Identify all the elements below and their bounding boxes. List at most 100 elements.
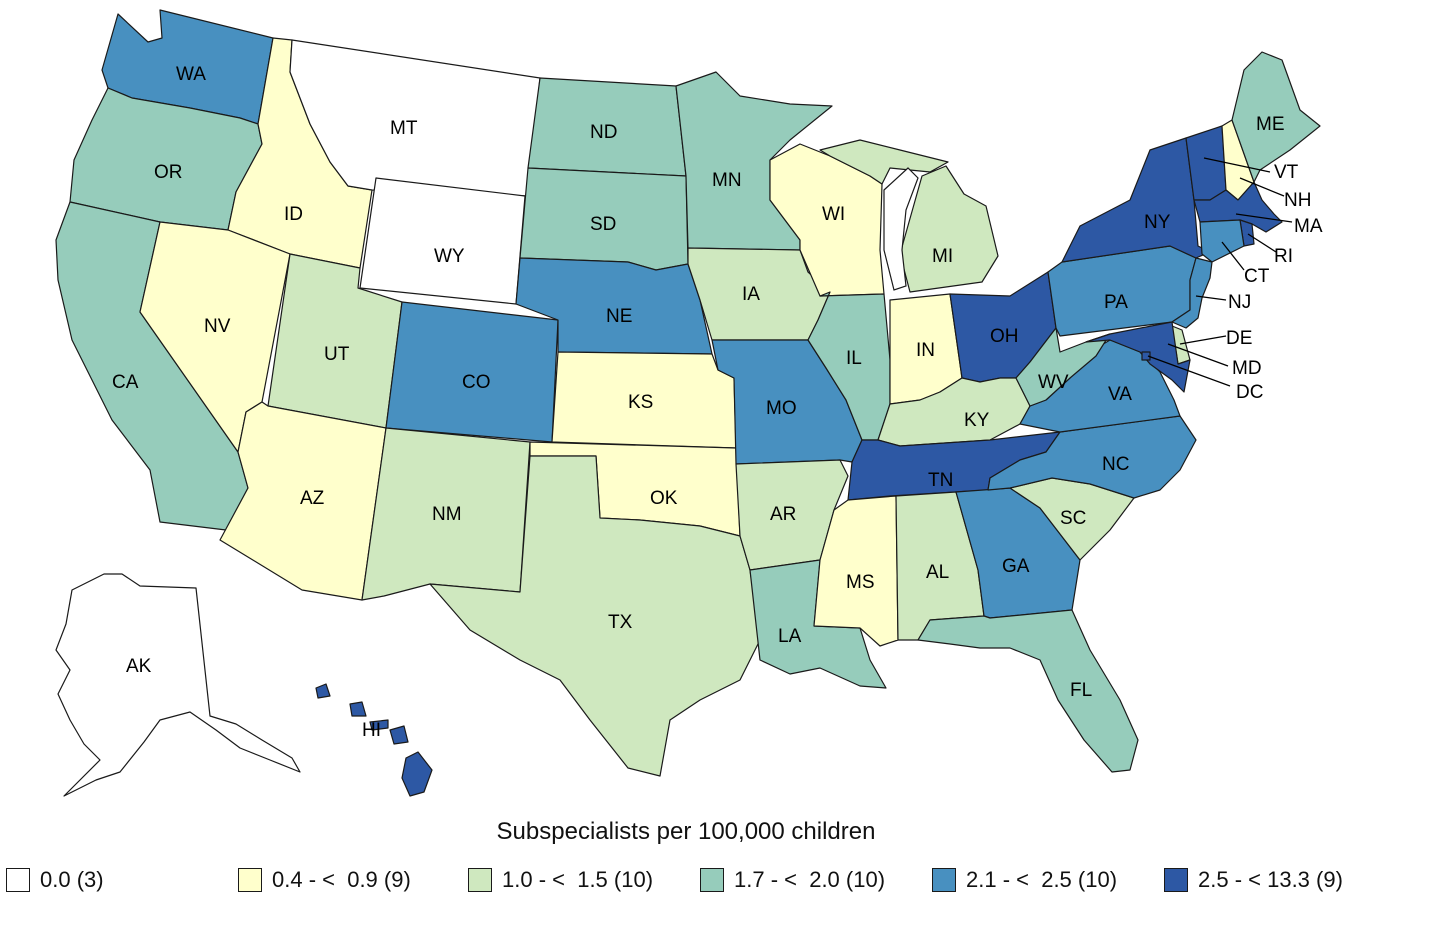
label-AL: AL — [926, 562, 949, 583]
label-AK: AK — [126, 656, 152, 677]
legend-label: 0.0 (3) — [40, 867, 104, 892]
legend-swatch — [700, 868, 724, 892]
label-NY: NY — [1144, 212, 1171, 233]
state-WY[interactable] — [359, 177, 526, 305]
label-ME: ME — [1256, 114, 1285, 135]
leader-MD — [1167, 343, 1229, 367]
label-WI: WI — [822, 204, 845, 225]
label-RI: RI — [1274, 246, 1293, 267]
label-UT: UT — [324, 344, 350, 365]
legend-item-2: 1.0 - < 1.5 (10) — [468, 862, 653, 898]
label-NM: NM — [432, 504, 462, 525]
label-MN: MN — [712, 170, 742, 191]
lake-michigan — [883, 167, 919, 291]
label-GA: GA — [1002, 556, 1030, 577]
legend-item-5: 2.5 - < 13.3 (9) — [1164, 862, 1343, 898]
state-ME[interactable] — [1231, 51, 1321, 183]
label-SD: SD — [590, 214, 616, 235]
state-TX[interactable] — [429, 455, 761, 777]
legend-swatch — [6, 868, 30, 892]
legend-label: 2.1 - < 2.5 (10) — [966, 867, 1118, 892]
legend-item-4: 2.1 - < 2.5 (10) — [932, 862, 1117, 898]
label-DC: DC — [1236, 382, 1263, 403]
label-OH: OH — [990, 326, 1019, 347]
leader-VT — [1203, 157, 1271, 173]
state-MD[interactable] — [1085, 321, 1191, 393]
leader-DC — [1147, 355, 1231, 387]
legend-item-1: 0.4 - < 0.9 (9) — [238, 862, 411, 898]
state-HI-molokai[interactable] — [369, 719, 389, 731]
label-NH: NH — [1284, 190, 1311, 211]
state-IL[interactable] — [807, 291, 891, 441]
label-KS: KS — [628, 392, 653, 413]
legend-label: 1.0 - < 1.5 (10) — [502, 867, 654, 892]
label-CA: CA — [112, 372, 139, 393]
state-HI[interactable] — [401, 751, 433, 797]
state-NJ[interactable] — [1171, 257, 1213, 329]
state-AK[interactable] — [55, 573, 301, 797]
leader-MA — [1235, 213, 1293, 223]
legend-swatch — [238, 868, 262, 892]
label-HI: HI — [362, 720, 381, 741]
label-CT: CT — [1244, 266, 1270, 287]
label-MD: MD — [1232, 358, 1262, 379]
label-MS: MS — [846, 572, 875, 593]
label-NC: NC — [1102, 454, 1129, 475]
legend: 0.0 (3) 0.4 - < 0.9 (9) 1.0 - < 1.5 (10)… — [0, 862, 1436, 898]
leader-NJ — [1195, 295, 1227, 301]
label-SC: SC — [1060, 508, 1086, 529]
leader-RI — [1247, 233, 1277, 253]
state-HI-group — [315, 683, 433, 797]
label-PA: PA — [1104, 292, 1128, 313]
leader-DE — [1179, 335, 1227, 345]
label-IA: IA — [742, 284, 760, 305]
legend-label: 0.4 - < 0.9 (9) — [272, 867, 411, 892]
label-KY: KY — [964, 410, 990, 431]
label-MI: MI — [932, 246, 953, 267]
state-FL[interactable] — [917, 609, 1139, 773]
legend-label: 1.7 - < 2.0 (10) — [734, 867, 886, 892]
label-IL: IL — [846, 348, 862, 369]
legend-swatch — [932, 868, 956, 892]
label-ND: ND — [590, 122, 617, 143]
label-MO: MO — [766, 398, 797, 419]
state-CT[interactable] — [1199, 219, 1245, 263]
label-TX: TX — [608, 612, 633, 633]
label-AZ: AZ — [300, 488, 325, 509]
label-VA: VA — [1108, 384, 1132, 405]
label-VT: VT — [1274, 162, 1299, 183]
legend-swatch — [1164, 868, 1188, 892]
legend-item-3: 1.7 - < 2.0 (10) — [700, 862, 885, 898]
state-HI-maui[interactable] — [389, 725, 409, 745]
label-OK: OK — [650, 488, 678, 509]
label-DE: DE — [1226, 328, 1252, 349]
legend-swatch — [468, 868, 492, 892]
legend-title: Subspecialists per 100,000 children — [496, 818, 876, 845]
leader-NH — [1239, 177, 1285, 197]
label-NJ: NJ — [1228, 292, 1251, 313]
label-ID: ID — [284, 204, 303, 225]
state-DC[interactable] — [1141, 351, 1151, 361]
state-NC[interactable] — [987, 415, 1197, 499]
us-choropleth-map: WA OR CA ID NV MT WY UT AZ CO NM ND SD N… — [55, 9, 1323, 797]
label-WA: WA — [176, 64, 206, 85]
label-IN: IN — [916, 340, 935, 361]
legend-item-0: 0.0 (3) — [6, 862, 104, 898]
label-NE: NE — [606, 306, 632, 327]
label-FL: FL — [1070, 680, 1092, 701]
state-NE[interactable] — [515, 257, 713, 355]
legend-label: 2.5 - < 13.3 (9) — [1198, 867, 1343, 892]
label-LA: LA — [778, 626, 802, 647]
leader-CT — [1221, 241, 1245, 271]
state-WI[interactable] — [769, 143, 885, 297]
label-NV: NV — [204, 316, 231, 337]
state-VT[interactable] — [1185, 125, 1227, 201]
label-MT: MT — [390, 118, 418, 139]
label-TN: TN — [928, 470, 953, 491]
label-OR: OR — [154, 162, 183, 183]
state-HI-kauai[interactable] — [315, 683, 331, 699]
state-HI-oahu[interactable] — [349, 701, 367, 717]
label-WV: WV — [1038, 372, 1069, 393]
label-MA: MA — [1294, 216, 1323, 237]
label-WY: WY — [434, 246, 465, 267]
